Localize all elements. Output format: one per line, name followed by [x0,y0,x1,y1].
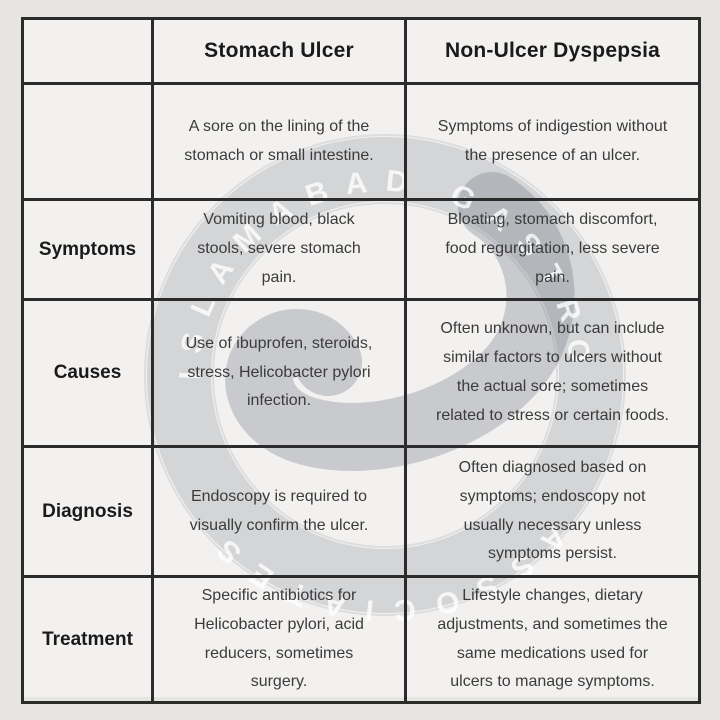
cell-non-ulcer-diagnosis: Often diagnosed based on symptoms; endos… [404,445,701,578]
row-label-diagnosis: Diagnosis [21,445,154,578]
cell-non-ulcer-causes: Often unknown, but can include similar f… [404,298,701,448]
row-label-causes: Causes [21,298,154,448]
table-row-definition: A sore on the lining of the stomach or s… [21,82,701,201]
cell-stomach-ulcer-causes: Use of ibuprofen, steroids, stress, Heli… [151,298,407,448]
cell-stomach-ulcer-treatment: Specific antibiotics for Helicobacter py… [151,574,407,705]
column-header-stomach-ulcer: Stomach Ulcer [151,17,407,85]
cell-stomach-ulcer-definition: A sore on the lining of the stomach or s… [151,82,407,201]
cell-non-ulcer-definition: Symptoms of indigestion without the pres… [404,82,701,201]
cell-non-ulcer-symptoms: Bloating, stomach discomfort, food regur… [404,198,701,301]
comparison-table-card: ISLAMABAD GASTRO ASSOCIATES Stomach Ulce… [21,17,701,705]
row-label-treatment: Treatment [21,574,154,705]
table-row-treatment: Treatment Specific antibiotics for Helic… [21,574,701,705]
comparison-table: Stomach Ulcer Non-Ulcer Dyspepsia A sore… [21,17,701,705]
table-row-causes: Causes Use of ibuprofen, steroids, stres… [21,298,701,448]
row-label [21,82,154,201]
row-label-symptoms: Symptoms [21,198,154,301]
cell-non-ulcer-treatment: Lifestyle changes, dietary adjustments, … [404,574,701,705]
cell-stomach-ulcer-diagnosis: Endoscopy is required to visually confir… [151,445,407,578]
corner-cell [21,17,154,85]
table-row-symptoms: Symptoms Vomiting blood, black stools, s… [21,198,701,301]
header-row: Stomach Ulcer Non-Ulcer Dyspepsia [21,17,701,85]
column-header-non-ulcer-dyspepsia: Non-Ulcer Dyspepsia [404,17,701,85]
table-row-diagnosis: Diagnosis Endoscopy is required to visua… [21,445,701,578]
cell-stomach-ulcer-symptoms: Vomiting blood, black stools, severe sto… [151,198,407,301]
